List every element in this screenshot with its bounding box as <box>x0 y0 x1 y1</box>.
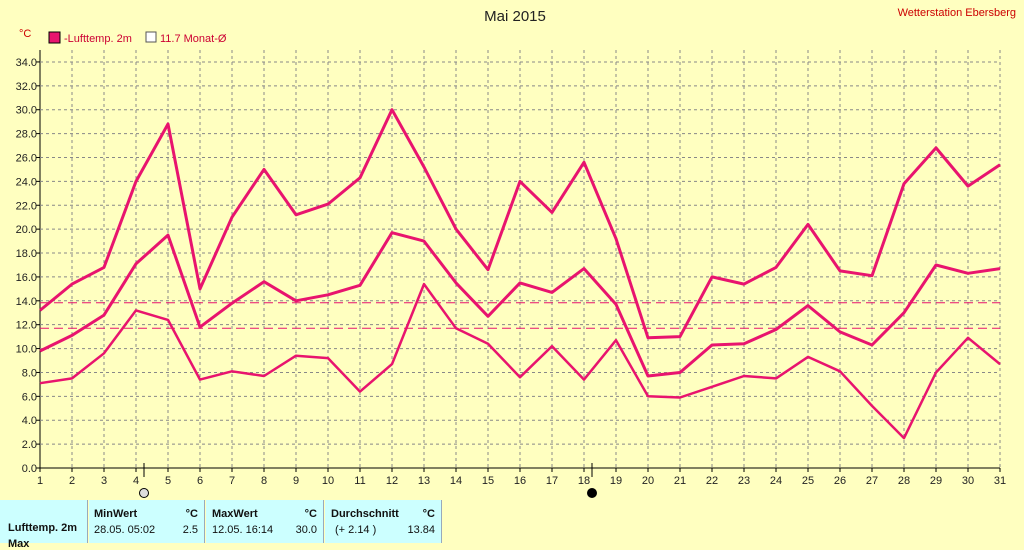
y-tick-label: 22.0 <box>16 200 37 212</box>
x-tick-label: 8 <box>261 475 267 487</box>
x-tick-label: 5 <box>165 475 171 487</box>
y-axis-unit: °C <box>19 28 31 40</box>
max-header: MaxWert <box>212 508 258 520</box>
x-tick-label: 28 <box>898 475 910 487</box>
x-tick-label: 17 <box>546 475 558 487</box>
stats-row-label: Max <box>8 538 30 550</box>
series-line-avg <box>39 231 1001 378</box>
stats-avg-cell: Durchschnitt °C (+ 2.14 ) 13.84 <box>325 500 442 543</box>
legend-swatch-temperature <box>48 31 61 44</box>
y-tick-label: 32.0 <box>16 81 37 93</box>
x-tick-label: 25 <box>802 475 814 487</box>
x-tick-label: 16 <box>514 475 526 487</box>
y-tick-label: 12.0 <box>16 320 37 332</box>
station-name: Wetterstation Ebersberg <box>898 7 1016 19</box>
x-tick-label: 4 <box>133 475 139 487</box>
y-tick-label: 2.0 <box>22 439 37 451</box>
y-tick-label: 24.0 <box>16 176 37 188</box>
x-tick-label: 1 <box>37 475 43 487</box>
min-unit: °C <box>185 508 198 520</box>
y-tick-label: 16.0 <box>16 272 37 284</box>
data-series <box>39 108 1001 440</box>
chart-title: Mai 2015 <box>484 8 546 25</box>
avg-unit: °C <box>422 508 435 520</box>
x-tick-label: 2 <box>69 475 75 487</box>
full-moon-icon <box>587 488 597 498</box>
min-header: MinWert <box>94 508 138 520</box>
y-tick-label: 10.0 <box>16 344 37 356</box>
x-tick-label: 18 <box>578 475 590 487</box>
x-tick-label: 3 <box>101 475 107 487</box>
x-tick-label: 10 <box>322 475 334 487</box>
x-tick-label: 23 <box>738 475 750 487</box>
y-tick-label: 6.0 <box>22 391 37 403</box>
x-tick-label: 22 <box>706 475 718 487</box>
x-tick-label: 24 <box>770 475 782 487</box>
x-tick-label: 12 <box>386 475 398 487</box>
x-tick-label: 11 <box>354 475 365 487</box>
stats-table: Lufttemp. 2m Max MinWert °C 28.05. 05:02… <box>0 500 1024 550</box>
x-tick-label: 9 <box>293 475 299 487</box>
event-markers <box>139 463 597 498</box>
x-tick-label: 26 <box>834 475 846 487</box>
x-tick-label: 15 <box>482 475 494 487</box>
stats-min-cell: MinWert °C 28.05. 05:02 2.5 <box>89 500 205 543</box>
avg-delta: (+ 2.14 ) <box>335 524 377 536</box>
temperature-chart: Mai 2015 Wetterstation Ebersberg °C -Luf… <box>16 7 1016 498</box>
y-tick-label: 20.0 <box>16 224 37 236</box>
y-axis-ticks: 0.0 2.0 4.0 6.0 8.0 10.0 12.0 14.0 16.0 18.0 20.0 2… <box>16 57 37 475</box>
x-tick-label: 19 <box>610 475 622 487</box>
x-tick-label: 21 <box>674 475 686 487</box>
x-tick-label: 31 <box>994 475 1006 487</box>
min-timestamp: 28.05. 05:02 <box>94 524 156 536</box>
x-axis-ticks: 1 2 3 4 5 6 7 8 9 10 11 12 13 14 15 16 17 18 19 20 21 22 23 24 2… <box>37 475 1006 487</box>
legend-label-month-average: 11.7 Monat-Ø <box>160 33 227 45</box>
legend-label-temperature: -Lufttemp. 2m <box>64 33 132 45</box>
x-tick-label: 29 <box>930 475 942 487</box>
avg-value: 13.84 <box>407 524 435 536</box>
x-tick-label: 14 <box>450 475 462 487</box>
stats-row-label: Lufttemp. 2m <box>8 522 78 534</box>
max-unit: °C <box>304 508 317 520</box>
new-moon-icon <box>139 488 149 498</box>
x-tick-label: 20 <box>642 475 654 487</box>
y-tick-label: 28.0 <box>16 129 37 141</box>
max-value: 30.0 <box>295 524 317 536</box>
x-tick-label: 27 <box>866 475 878 487</box>
y-tick-label: 8.0 <box>22 367 37 379</box>
y-tick-label: 0.0 <box>22 463 37 475</box>
y-tick-label: 34.0 <box>16 57 37 69</box>
series-line-max <box>39 108 1001 340</box>
y-tick-label: 4.0 <box>22 415 37 427</box>
x-tick-label: 13 <box>418 475 430 487</box>
x-tick-label: 7 <box>229 475 235 487</box>
y-tick-label: 26.0 <box>16 152 37 164</box>
stats-row-labels: Lufttemp. 2m Max <box>0 500 88 550</box>
y-tick-label: 18.0 <box>16 248 37 260</box>
x-tick-label: 6 <box>197 475 203 487</box>
max-timestamp: 12.05. 16:14 <box>212 524 274 536</box>
min-value: 2.5 <box>182 524 198 536</box>
stats-max-cell: MaxWert °C 12.05. 16:14 30.0 <box>206 500 324 543</box>
legend-swatch-month-average <box>145 31 157 43</box>
y-tick-label: 14.0 <box>16 296 37 308</box>
series-line-min <box>39 282 1001 440</box>
avg-header: Durchschnitt <box>331 508 399 520</box>
grid-lines <box>36 50 1001 472</box>
x-tick-label: 30 <box>962 475 974 487</box>
y-tick-label: 30.0 <box>16 105 37 117</box>
